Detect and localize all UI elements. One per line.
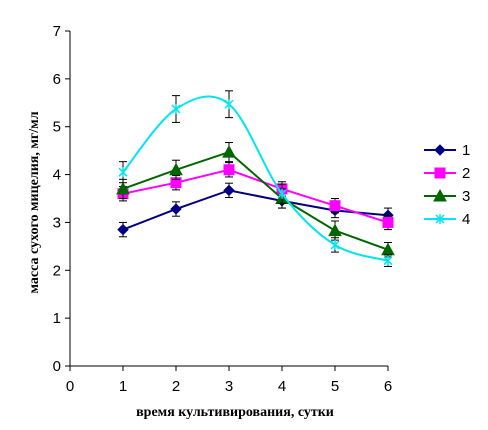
- legend-marker: [434, 167, 446, 179]
- legend-label: 3: [462, 188, 470, 205]
- legend-label: 2: [462, 165, 470, 182]
- y-tick-label: 6: [53, 71, 61, 88]
- legend-label: 4: [462, 211, 470, 228]
- data-point: [171, 104, 181, 115]
- series-3-line: [122, 150, 389, 251]
- x-tick-label: 1: [119, 378, 127, 395]
- data-point: [328, 223, 342, 237]
- data-point: [277, 188, 287, 199]
- y-axis-title: масса сухого мицелия, мг/мл: [27, 111, 42, 293]
- x-tick-label: 5: [331, 378, 339, 395]
- legend-marker: [433, 188, 447, 202]
- legend-item-3: 3: [424, 188, 470, 205]
- legend-item-4: 4: [424, 211, 470, 228]
- legend-label: 1: [462, 142, 470, 159]
- legend-marker: [435, 214, 445, 224]
- data-point: [117, 223, 129, 236]
- y-tick-label: 5: [53, 119, 61, 136]
- ticks: 0 1 2 3 4 5 6 7 0 1 2 3 4 5 6: [53, 23, 393, 395]
- data-point: [116, 181, 130, 195]
- x-tick-label: 6: [384, 378, 392, 395]
- legend-item-2: 2: [424, 165, 470, 182]
- data-point: [222, 145, 236, 158]
- data-point: [330, 239, 340, 250]
- y-tick-label: 3: [53, 214, 61, 231]
- x-tick-label: 4: [278, 378, 286, 395]
- x-axis-title: время культивирования, сутки: [136, 405, 334, 420]
- y-tick-label: 1: [53, 310, 61, 327]
- y-tick-label: 7: [53, 23, 61, 40]
- series-1-line: [122, 189, 389, 231]
- x-tick-label: 2: [172, 378, 180, 395]
- series-4: [118, 90, 393, 267]
- x-tick-label: 3: [225, 378, 233, 395]
- y-tick-label: 0: [53, 358, 61, 375]
- data-point: [329, 200, 341, 212]
- y-tick-label: 2: [53, 262, 61, 279]
- legend-marker: [434, 144, 446, 156]
- series-2-line: [122, 168, 389, 224]
- data-point: [118, 167, 128, 178]
- legend-item-1: 1: [424, 142, 470, 159]
- legend: 1 2 3 4: [424, 142, 470, 228]
- data-point: [223, 164, 235, 176]
- data-point: [382, 216, 394, 228]
- data-point: [170, 203, 182, 215]
- data-point: [169, 162, 183, 176]
- series-3: [116, 142, 395, 258]
- data-point: [223, 184, 235, 197]
- series: [116, 90, 395, 267]
- x-tick-label: 0: [66, 378, 74, 395]
- y-tick-label: 4: [53, 167, 61, 184]
- data-point: [383, 255, 393, 266]
- data-point: [224, 99, 234, 110]
